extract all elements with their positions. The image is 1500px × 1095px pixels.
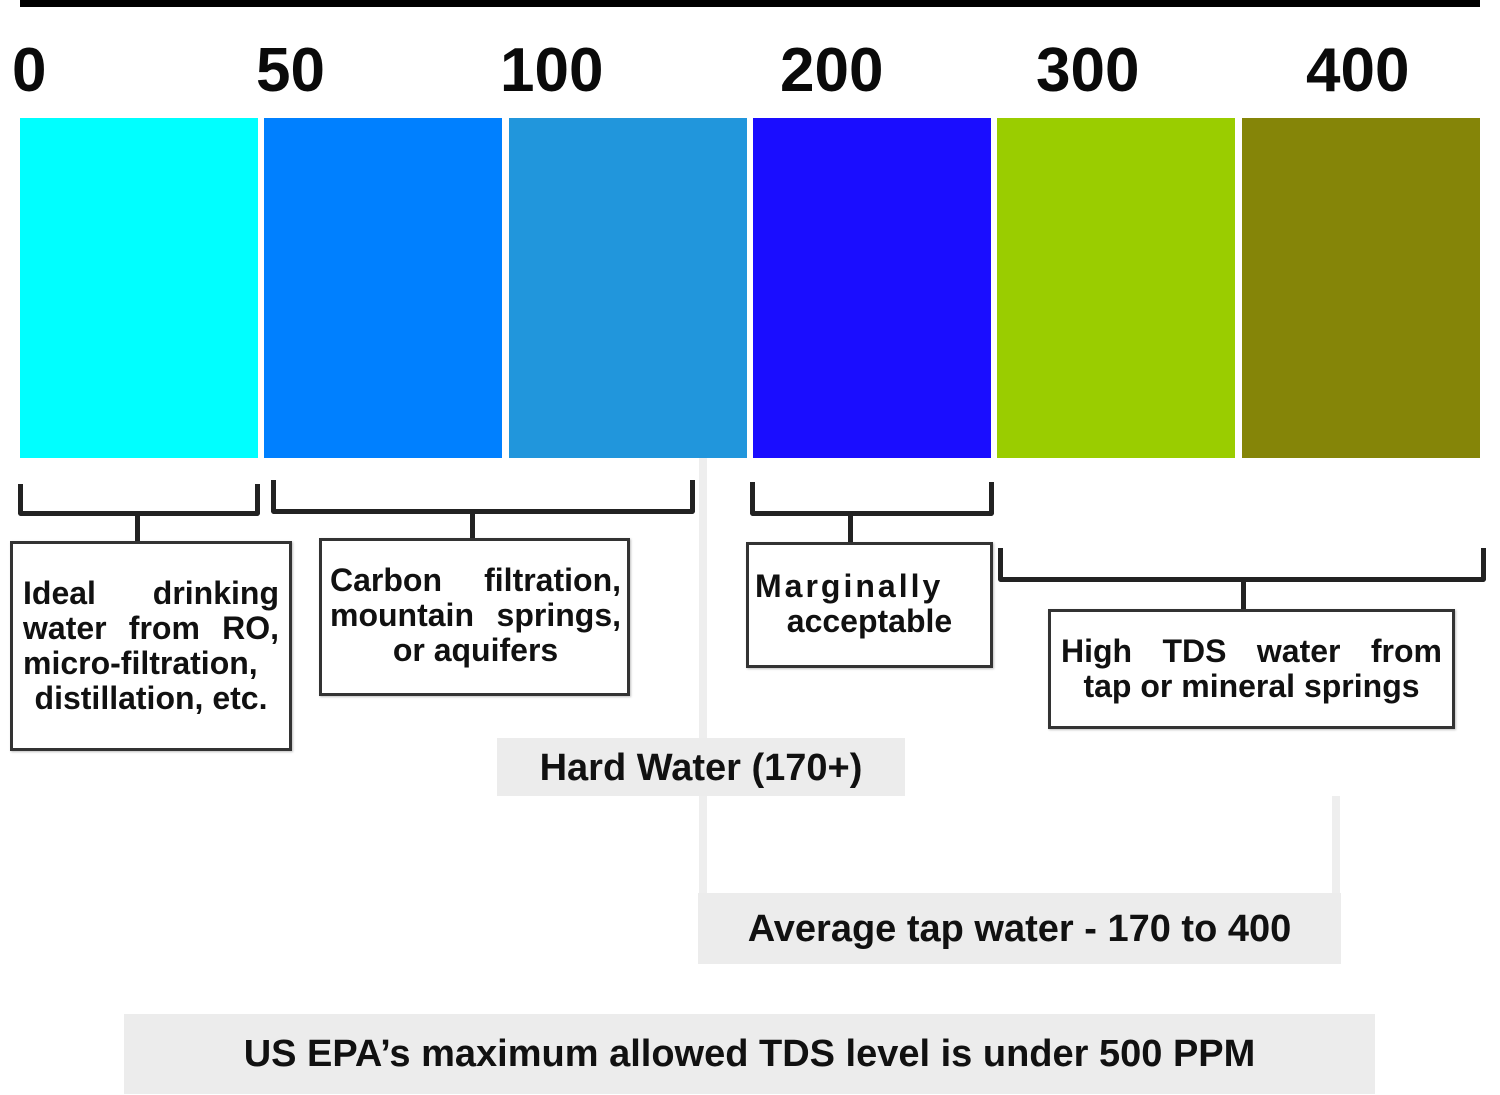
- swatch-300-400: [997, 118, 1235, 458]
- scale-tick-100: 100: [500, 36, 604, 105]
- box-marginal-line-1: Marginally: [755, 568, 944, 604]
- box-carbon-line-2: mountain springs,: [330, 597, 621, 633]
- swatch-400-plus: [1242, 118, 1480, 458]
- bracket-marginal: [750, 482, 994, 516]
- box-ideal-line-2: water from RO,: [23, 610, 279, 646]
- box-carbon-line-1: Carbon filtration,: [330, 562, 621, 598]
- box-ideal-line-4: distillation, etc.: [34, 680, 268, 716]
- box-high: High TDS water from tap or mineral sprin…: [1048, 609, 1455, 729]
- box-ideal-line-3: micro-filtration,: [23, 645, 258, 681]
- swatch-200-300: [753, 118, 991, 458]
- epa-limit-band: US EPA’s maximum allowed TDS level is un…: [124, 1014, 1375, 1094]
- average-tap-band: Average tap water - 170 to 400: [698, 893, 1341, 964]
- swatch-50-100: [264, 118, 502, 458]
- box-carbon: Carbon filtration, mountain springs, or …: [319, 538, 630, 696]
- average-tap-guide-line: [1332, 796, 1340, 896]
- box-marginal: Marginally acceptable: [746, 542, 993, 668]
- scale-tick-50: 50: [256, 36, 325, 105]
- bracket-ideal: [18, 484, 260, 516]
- scale-tick-400: 400: [1306, 36, 1410, 105]
- hard-water-guide-line: [699, 458, 707, 964]
- top-rule: [20, 0, 1480, 7]
- box-carbon-line-3: or aquifers: [392, 632, 559, 668]
- hard-water-band: Hard Water (170+): [497, 738, 905, 796]
- scale-tick-200: 200: [780, 36, 884, 105]
- bracket-marginal-stem: [848, 514, 853, 544]
- bracket-ideal-stem: [135, 514, 140, 542]
- box-ideal-line-1: Ideal drinking: [23, 575, 279, 611]
- bracket-high-stem: [1241, 580, 1246, 610]
- bracket-carbon: [271, 480, 695, 514]
- bracket-carbon-stem: [470, 512, 475, 539]
- box-ideal: Ideal drinking water from RO, micro-filt…: [10, 541, 292, 751]
- scale-tick-300: 300: [1036, 36, 1140, 105]
- box-marginal-line-2: acceptable: [786, 603, 953, 639]
- bracket-high: [998, 548, 1486, 582]
- scale-tick-0: 0: [12, 36, 47, 105]
- box-high-line-1: High TDS water from: [1061, 633, 1442, 669]
- box-high-line-2: tap or mineral springs: [1083, 668, 1420, 704]
- swatch-100-200: [509, 118, 747, 458]
- swatch-0-50: [20, 118, 258, 458]
